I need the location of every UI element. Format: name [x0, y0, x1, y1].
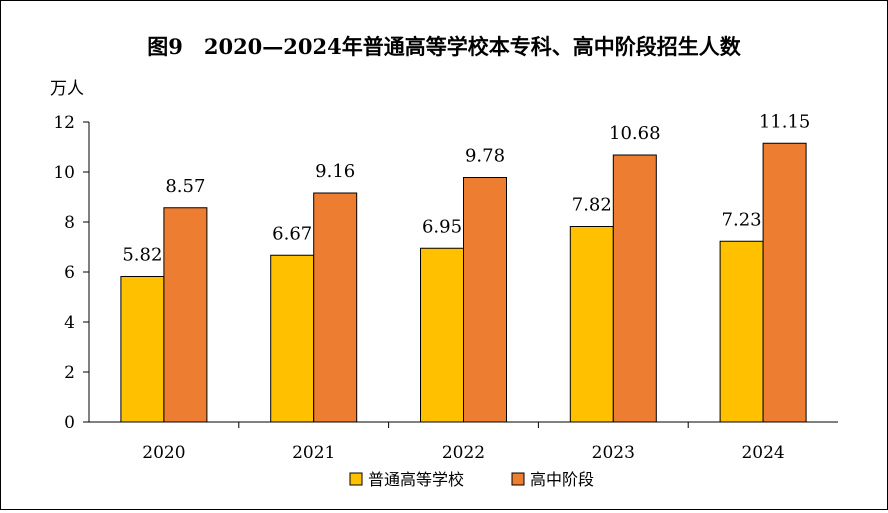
x-tick-label: 2024	[741, 443, 784, 463]
data-label: 5.82	[122, 245, 162, 266]
bar	[163, 207, 208, 423]
data-label: 7.82	[572, 195, 612, 216]
axes: 0 2 4 6 8 10 12 2020 2021 2022 2023 2024	[53, 113, 838, 463]
bar	[270, 254, 315, 423]
y-axis-unit: 万人	[50, 79, 84, 99]
data-label: 7.23	[722, 209, 762, 230]
bar	[420, 247, 464, 423]
bar	[569, 226, 614, 423]
data-label: 8.57	[165, 176, 205, 197]
x-tick-label: 2021	[292, 443, 335, 463]
data-labels: 5.82 8.57 6.67 9.16 6.95 9.78 7.82 10.68 7.23 11.…	[122, 111, 810, 265]
data-label: 10.68	[609, 123, 661, 144]
x-tick-label: 2020	[142, 443, 185, 463]
legend-label: 高中阶段	[530, 470, 594, 489]
legend-swatch	[349, 472, 363, 486]
bar	[120, 276, 165, 423]
chart-title: 图9 2020—2024年普通高等学校本专科、高中阶段招生人数	[147, 34, 742, 59]
y-tick-label: 6	[64, 263, 75, 283]
x-tick-label: 2022	[442, 443, 485, 463]
x-tick-label: 2023	[592, 443, 635, 463]
legend-label: 普通高等学校	[368, 470, 464, 489]
bar	[719, 240, 764, 423]
bar	[762, 142, 807, 423]
legend: 普通高等学校 高中阶段	[349, 470, 594, 489]
y-tick-label: 8	[64, 213, 75, 233]
data-label: 9.16	[315, 161, 355, 182]
bars	[120, 142, 807, 423]
legend-swatch	[511, 472, 525, 486]
data-label: 6.67	[272, 223, 312, 244]
y-tick-label: 12	[53, 113, 75, 133]
y-tick-label: 4	[64, 313, 75, 333]
bar	[612, 154, 657, 423]
y-tick-label: 0	[64, 413, 75, 433]
data-label: 6.95	[422, 216, 462, 237]
data-label: 11.15	[759, 111, 811, 132]
bar	[313, 192, 358, 423]
bar	[463, 177, 507, 423]
data-label: 9.78	[465, 146, 505, 167]
y-tick-label: 2	[64, 363, 75, 383]
y-tick-label: 10	[53, 163, 75, 183]
